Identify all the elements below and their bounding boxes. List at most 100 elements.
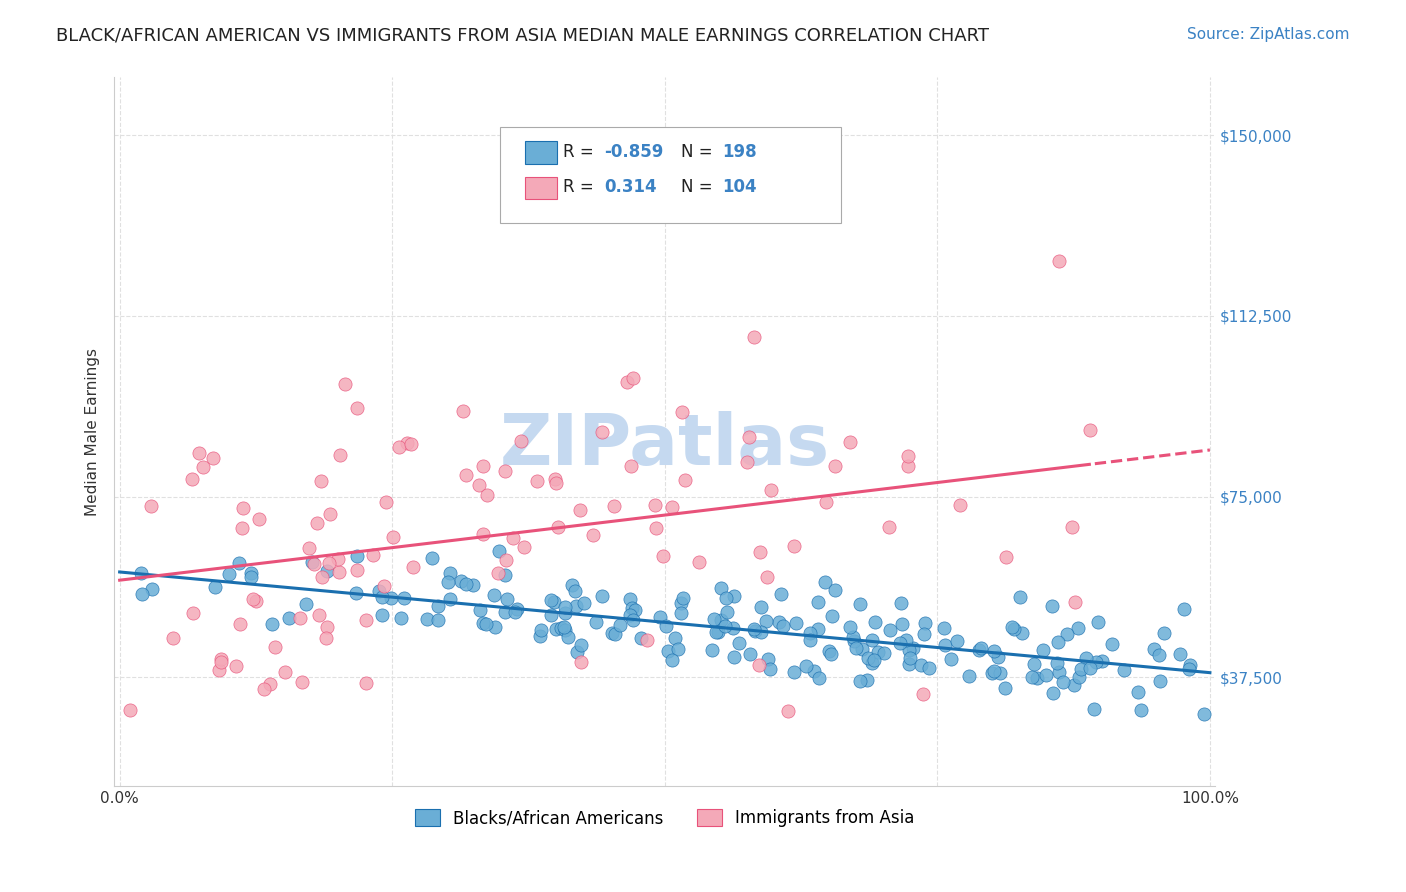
Point: [1078, 661, 1101, 675]
Point: [967, 643, 990, 657]
Point: [543, 595, 565, 609]
Point: [914, 627, 936, 641]
Point: [897, 643, 920, 657]
Point: [1021, 670, 1043, 684]
Point: [644, 498, 666, 512]
Point: [700, 643, 723, 657]
Point: [346, 401, 368, 415]
Point: [290, 610, 312, 624]
Point: [1078, 423, 1101, 437]
Point: [772, 619, 794, 633]
Point: [305, 516, 328, 530]
Point: [856, 673, 879, 688]
Point: [454, 468, 477, 483]
Point: [609, 618, 631, 632]
Point: [1002, 622, 1025, 636]
Point: [526, 475, 548, 489]
Point: [354, 613, 377, 627]
Point: [1173, 602, 1195, 616]
Point: [1076, 651, 1098, 665]
Point: [842, 634, 865, 648]
Point: [703, 612, 725, 626]
Point: [547, 520, 569, 534]
Point: [957, 669, 980, 683]
Point: [655, 619, 678, 633]
Point: [564, 599, 586, 614]
Point: [298, 541, 321, 555]
Point: [1046, 634, 1069, 648]
Point: [661, 653, 683, 667]
Point: [970, 640, 993, 655]
Point: [249, 512, 271, 526]
Point: [328, 565, 350, 579]
Point: [181, 607, 204, 621]
Point: [749, 599, 772, 614]
Point: [262, 617, 284, 632]
Point: [934, 638, 956, 652]
Point: [540, 593, 562, 607]
Point: [621, 600, 644, 615]
Point: [856, 650, 879, 665]
Point: [569, 655, 592, 669]
Legend: Blacks/African Americans, Immigrants from Asia: Blacks/African Americans, Immigrants fro…: [408, 803, 921, 834]
Point: [755, 614, 778, 628]
Point: [673, 473, 696, 487]
Point: [742, 623, 765, 637]
Point: [838, 435, 860, 450]
Point: [389, 611, 412, 625]
Text: N =: N =: [682, 143, 718, 161]
Point: [228, 557, 250, 571]
Point: [439, 591, 461, 606]
Point: [636, 633, 658, 648]
Point: [131, 587, 153, 601]
Point: [900, 651, 922, 665]
Point: [381, 530, 404, 544]
Point: [375, 494, 398, 508]
Point: [253, 682, 276, 697]
Point: [396, 435, 419, 450]
Point: [1149, 674, 1171, 689]
Point: [862, 656, 884, 670]
Point: [484, 620, 506, 634]
Point: [803, 664, 825, 678]
FancyBboxPatch shape: [524, 141, 557, 164]
Point: [316, 564, 339, 578]
Point: [860, 632, 883, 647]
Point: [814, 495, 837, 509]
Point: [1062, 519, 1084, 533]
Point: [879, 624, 901, 638]
Point: [529, 630, 551, 644]
Point: [939, 652, 962, 666]
Point: [585, 615, 607, 630]
Point: [1126, 685, 1149, 699]
Point: [264, 640, 287, 654]
Point: [502, 531, 524, 545]
Point: [1052, 674, 1074, 689]
Point: [723, 589, 745, 603]
Point: [187, 446, 209, 460]
Point: [799, 633, 821, 648]
Point: [714, 591, 737, 605]
Point: [713, 619, 735, 633]
Point: [661, 500, 683, 514]
Point: [671, 606, 693, 620]
Y-axis label: Median Male Earnings: Median Male Earnings: [86, 348, 100, 516]
Point: [1168, 648, 1191, 662]
Point: [259, 676, 281, 690]
Point: [557, 630, 579, 644]
Point: [472, 458, 495, 473]
Point: [1026, 672, 1049, 686]
Point: [807, 622, 830, 636]
Point: [402, 560, 425, 574]
Point: [865, 615, 887, 629]
Point: [474, 616, 496, 631]
Point: [901, 641, 924, 656]
Point: [988, 666, 1011, 681]
Point: [759, 483, 782, 497]
Point: [1047, 665, 1070, 680]
Point: [723, 621, 745, 635]
Point: [278, 611, 301, 625]
Point: [851, 641, 873, 656]
Point: [561, 577, 583, 591]
Point: [894, 633, 917, 648]
